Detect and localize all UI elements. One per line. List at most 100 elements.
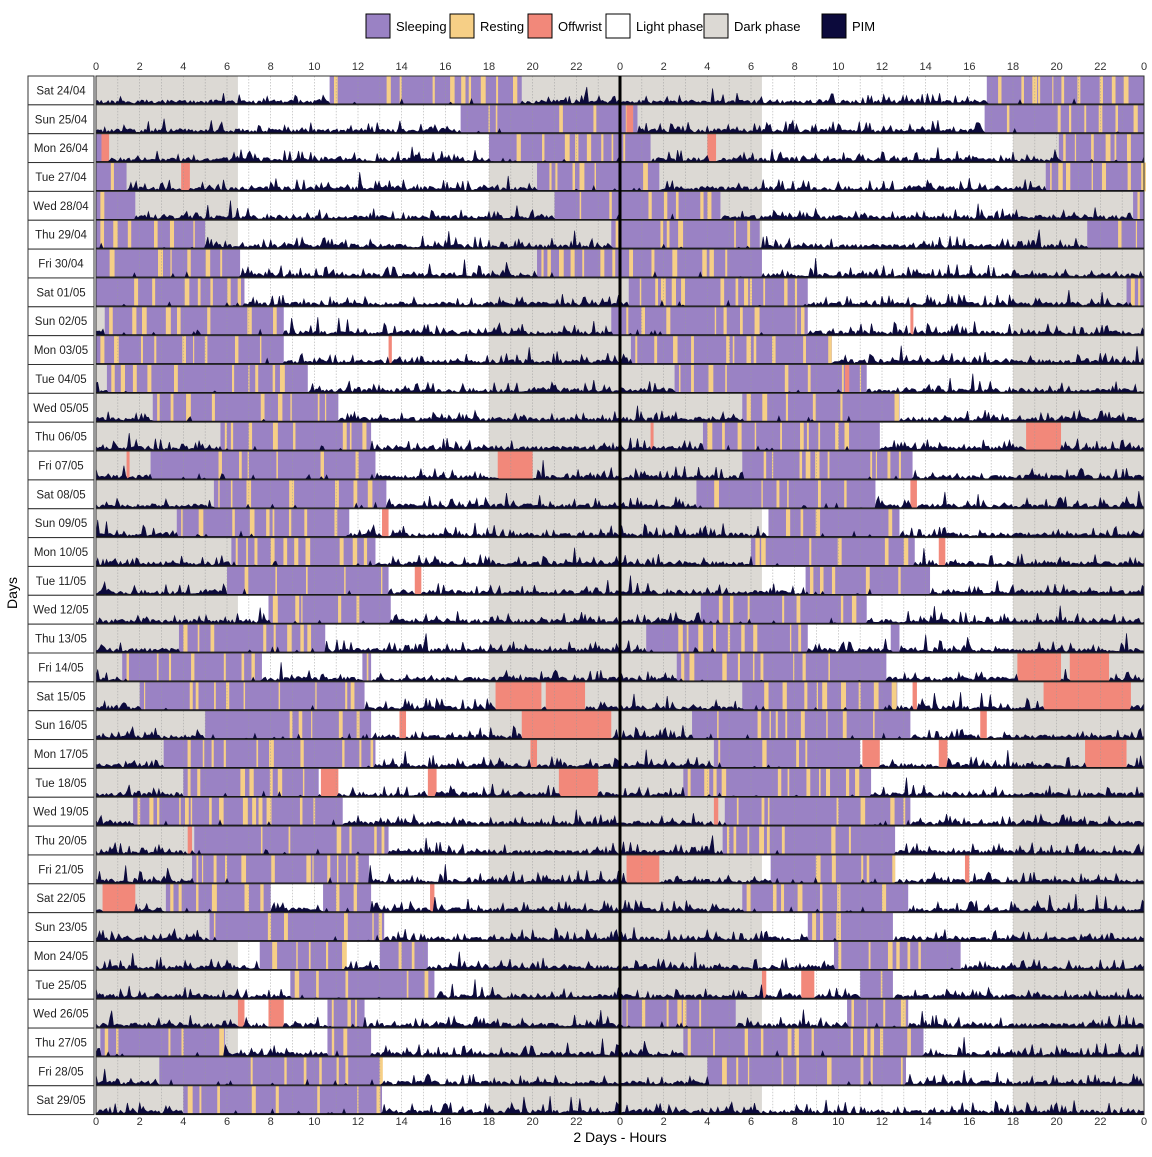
resting-interval (317, 1085, 320, 1115)
day-label-box (27, 364, 95, 394)
dark-phase-band (489, 508, 762, 538)
resting-interval (480, 76, 486, 105)
resting-interval (370, 739, 374, 769)
resting-interval (844, 422, 850, 452)
resting-interval (866, 854, 870, 884)
resting-interval (184, 277, 190, 307)
resting-interval (654, 335, 658, 365)
resting-interval (772, 883, 777, 913)
resting-interval (246, 537, 248, 567)
resting-interval (331, 1028, 335, 1057)
day-label: Wed 12/05 (33, 605, 88, 617)
resting-interval (187, 1085, 193, 1115)
resting-interval (760, 1028, 764, 1057)
resting-interval (223, 653, 226, 682)
x-tick-label-top: 8 (792, 61, 798, 73)
resting-interval (698, 624, 704, 653)
day-label-box (27, 883, 95, 914)
resting-interval (352, 537, 358, 567)
legend-label: Sleeping (396, 19, 447, 34)
resting-interval (819, 883, 823, 913)
x-tick-label-top: 10 (308, 61, 320, 73)
resting-interval (267, 912, 272, 942)
resting-interval (1006, 104, 1010, 134)
resting-interval (836, 912, 841, 942)
resting-interval (468, 76, 472, 105)
resting-interval (350, 681, 355, 711)
day-label: Thu 20/05 (35, 836, 87, 848)
resting-interval (186, 393, 191, 423)
resting-interval (252, 797, 257, 827)
resting-interval (190, 797, 193, 827)
resting-interval (381, 826, 385, 855)
x-tick-label-bottom: 12 (352, 1116, 364, 1128)
day-label-box (27, 969, 95, 1000)
resting-interval (763, 451, 767, 480)
resting-interval (386, 76, 391, 105)
resting-interval (217, 1085, 220, 1115)
resting-interval (263, 624, 267, 653)
day-row: Wed 05/05 (27, 392, 1145, 423)
x-tick-label-bottom: 4 (180, 1116, 186, 1128)
resting-interval (366, 653, 369, 682)
resting-interval (277, 393, 283, 423)
resting-interval (753, 335, 757, 365)
day-row: Thu 13/05 (27, 623, 1145, 654)
day-row: Thu 27/05 (27, 1027, 1145, 1058)
resting-interval (717, 710, 719, 740)
resting-interval (542, 133, 545, 163)
sleeping-interval (630, 335, 832, 365)
resting-interval (170, 393, 174, 423)
resting-interval (379, 1056, 383, 1086)
dark-phase-band (96, 104, 238, 134)
resting-interval (782, 681, 787, 711)
resting-interval (890, 797, 895, 827)
resting-interval (651, 249, 655, 278)
resting-interval (306, 854, 311, 884)
resting-interval (353, 883, 357, 913)
resting-interval (241, 653, 245, 682)
resting-interval (714, 479, 719, 509)
resting-interval (272, 364, 276, 394)
resting-interval (1098, 104, 1103, 134)
resting-interval (873, 681, 879, 711)
resting-interval (601, 133, 604, 163)
dark-phase-band (489, 854, 762, 884)
x-tick-label-bottom: 0 (617, 1116, 623, 1128)
resting-interval (860, 1056, 864, 1086)
offwrist-interval (650, 422, 654, 452)
resting-interval (677, 999, 682, 1029)
day-label-box (27, 479, 95, 510)
x-tick-label-bottom: 0 (93, 1116, 99, 1128)
legend-label: Light phase (636, 19, 703, 34)
resting-interval (891, 681, 897, 711)
resting-interval (827, 1056, 832, 1086)
x-tick-label-top: 22 (570, 61, 582, 73)
resting-interval (838, 941, 842, 971)
sleeping-interval (227, 566, 389, 596)
resting-interval (372, 912, 374, 942)
resting-interval (374, 826, 377, 855)
resting-interval (424, 970, 429, 1000)
offwrist-interval (558, 768, 599, 798)
resting-interval (142, 306, 147, 336)
resting-interval (210, 624, 215, 653)
resting-interval (362, 422, 367, 452)
resting-interval (859, 364, 862, 394)
resting-interval (845, 768, 850, 798)
day-row: Wed 12/05 (27, 594, 1145, 625)
resting-interval (681, 277, 685, 307)
resting-interval (342, 422, 347, 452)
x-tick-label-top: 18 (483, 61, 495, 73)
resting-interval (784, 277, 788, 307)
resting-interval (672, 249, 678, 278)
resting-interval (287, 624, 292, 653)
x-tick-label-top: 16 (963, 61, 975, 73)
sleeping-interval (742, 451, 913, 480)
day-row: Mon 03/05 (27, 335, 1145, 365)
resting-interval (296, 941, 298, 971)
resting-interval (564, 133, 570, 163)
offwrist-interval (399, 710, 407, 740)
x-tick-label-bottom: 2 (137, 1116, 143, 1128)
